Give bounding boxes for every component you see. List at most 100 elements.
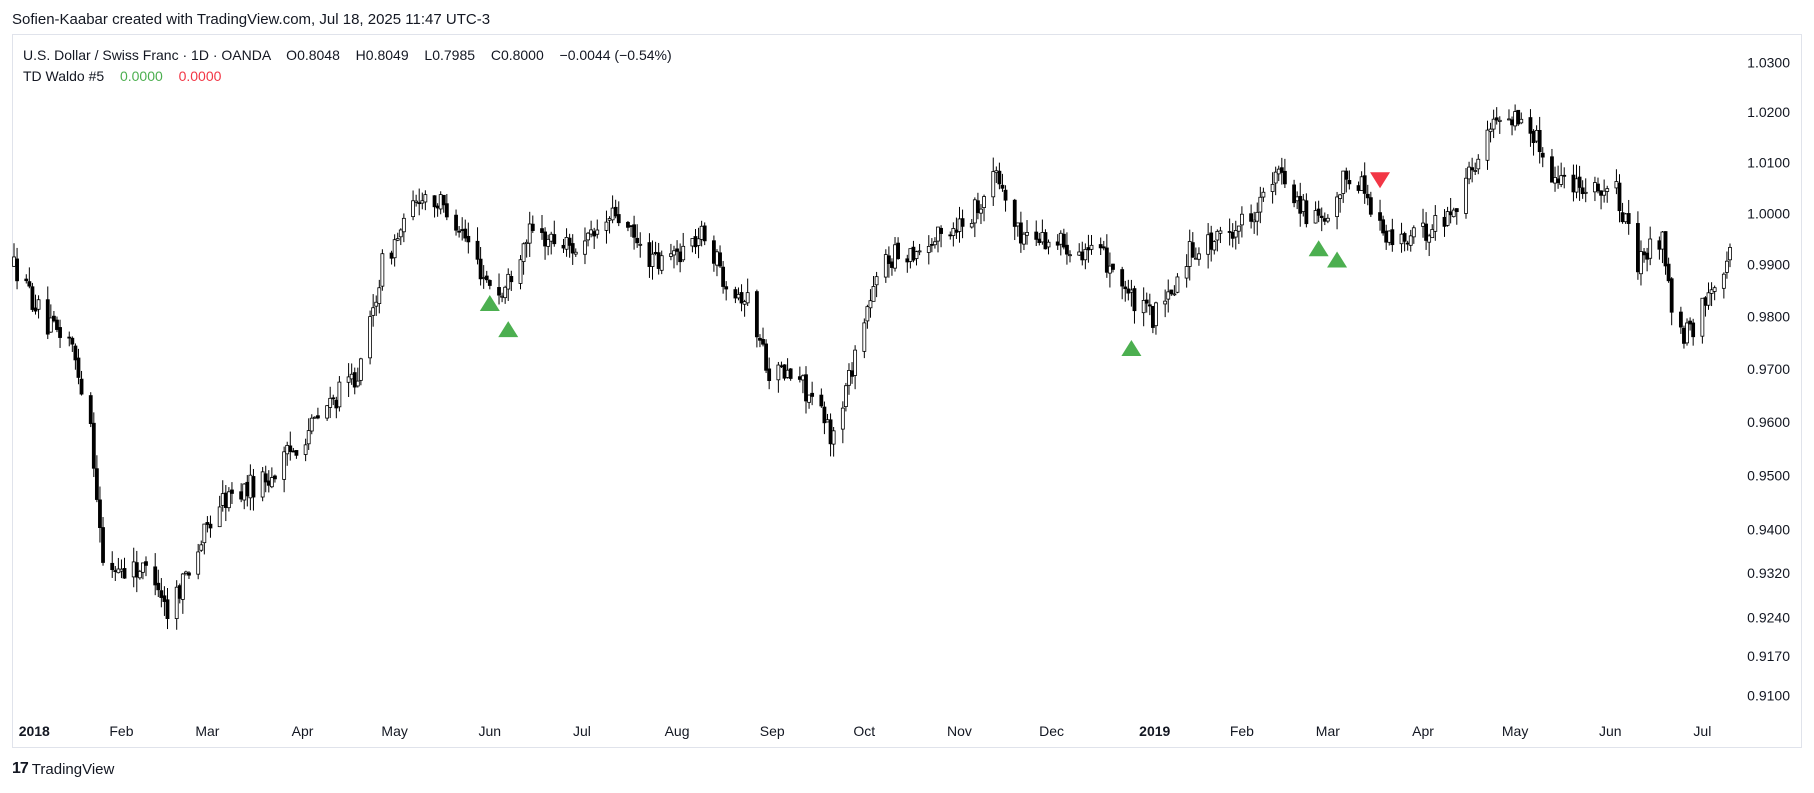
candle-body — [1387, 230, 1392, 243]
candle — [807, 394, 811, 409]
time-tick-label: Jul — [1693, 723, 1711, 739]
candle-body — [98, 499, 102, 528]
symbol-legend-row[interactable]: U.S. Dollar / Swiss Franc · 1D · OANDA O… — [23, 45, 672, 66]
price-tick-label: 1.0300 — [1747, 54, 1790, 70]
candle — [1513, 104, 1518, 131]
candle-body — [1405, 242, 1410, 245]
candle-body — [1129, 289, 1134, 293]
candle — [380, 249, 385, 291]
candle — [1215, 229, 1220, 252]
candle-body — [371, 307, 376, 316]
candle — [724, 281, 729, 301]
candle — [613, 199, 618, 219]
candle — [1141, 287, 1146, 327]
candle — [1639, 240, 1643, 286]
candle-body — [36, 299, 41, 310]
candle — [1089, 235, 1094, 255]
candle — [1144, 292, 1149, 313]
candle — [1721, 272, 1726, 299]
candle-body — [1132, 288, 1137, 312]
candle-body — [174, 586, 179, 619]
candle-body — [55, 319, 59, 330]
candle-body — [503, 286, 508, 299]
candle — [395, 232, 400, 242]
candle-body — [1012, 199, 1017, 227]
candle-body — [699, 225, 704, 240]
candle-body — [466, 235, 471, 243]
candle — [497, 273, 501, 305]
candle — [853, 345, 858, 390]
candle-body — [398, 229, 403, 238]
candle — [91, 412, 96, 478]
indicator-legend-row[interactable]: TD Waldo #5 0.0000 0.0000 — [23, 66, 672, 87]
candle — [1012, 198, 1017, 241]
candle-body — [564, 237, 569, 250]
candle-body — [613, 206, 618, 217]
candle — [1255, 202, 1260, 236]
candle-body — [914, 251, 919, 259]
candle — [754, 289, 759, 348]
candle-body — [1442, 216, 1447, 227]
candle — [398, 228, 403, 246]
candle-body — [1077, 251, 1082, 256]
candle — [503, 285, 508, 304]
candle-body — [659, 255, 664, 271]
chart-frame — [12, 34, 1802, 748]
candle — [1068, 250, 1072, 263]
candle — [908, 248, 913, 269]
candle-body — [226, 491, 231, 509]
candle — [55, 316, 59, 333]
candle-body — [177, 585, 182, 599]
candle-body — [24, 278, 29, 282]
candle-body — [1169, 289, 1174, 295]
candle — [389, 250, 394, 265]
candle — [1368, 191, 1373, 218]
candle — [917, 243, 922, 256]
candle-body — [1022, 233, 1026, 245]
candle-body — [1648, 238, 1653, 259]
candle-body — [785, 369, 790, 378]
candle-body — [374, 301, 379, 307]
candle — [1190, 232, 1195, 258]
buy-signal-triangle — [1308, 240, 1329, 257]
candle-body — [592, 231, 597, 237]
candle — [546, 234, 551, 256]
candle-body — [1488, 128, 1493, 133]
indicator-sell-value: 0.0000 — [178, 68, 222, 84]
candle-body — [294, 450, 299, 456]
candle — [1298, 182, 1303, 227]
candle — [226, 487, 231, 512]
candle-body — [165, 599, 170, 620]
candle — [184, 570, 188, 576]
candle-body — [1605, 188, 1610, 192]
candle-body — [690, 238, 695, 247]
candle — [454, 209, 458, 236]
candle — [610, 195, 615, 224]
candle-body — [15, 258, 19, 282]
candle-body — [1252, 219, 1257, 223]
candle — [1571, 164, 1576, 202]
candle-body — [518, 259, 523, 284]
candle — [1163, 289, 1168, 318]
candle-body — [549, 233, 554, 242]
candle — [1154, 301, 1158, 335]
candle-body — [187, 572, 191, 576]
candle — [187, 571, 191, 579]
candle-body — [1390, 229, 1395, 246]
candle — [1197, 247, 1201, 266]
candle — [162, 586, 167, 616]
candle-body — [767, 368, 772, 381]
candle — [1534, 125, 1539, 144]
candle — [377, 279, 382, 314]
candle-body — [893, 244, 897, 269]
candle — [1065, 232, 1069, 265]
tradingview-brand[interactable]: 17 TradingView — [12, 760, 114, 778]
candle-body — [524, 241, 529, 245]
candle — [312, 416, 317, 419]
time-tick-label: May — [381, 723, 407, 739]
candle — [1485, 120, 1490, 170]
candle — [788, 368, 793, 381]
candle — [819, 388, 824, 408]
candle-body — [883, 254, 888, 278]
